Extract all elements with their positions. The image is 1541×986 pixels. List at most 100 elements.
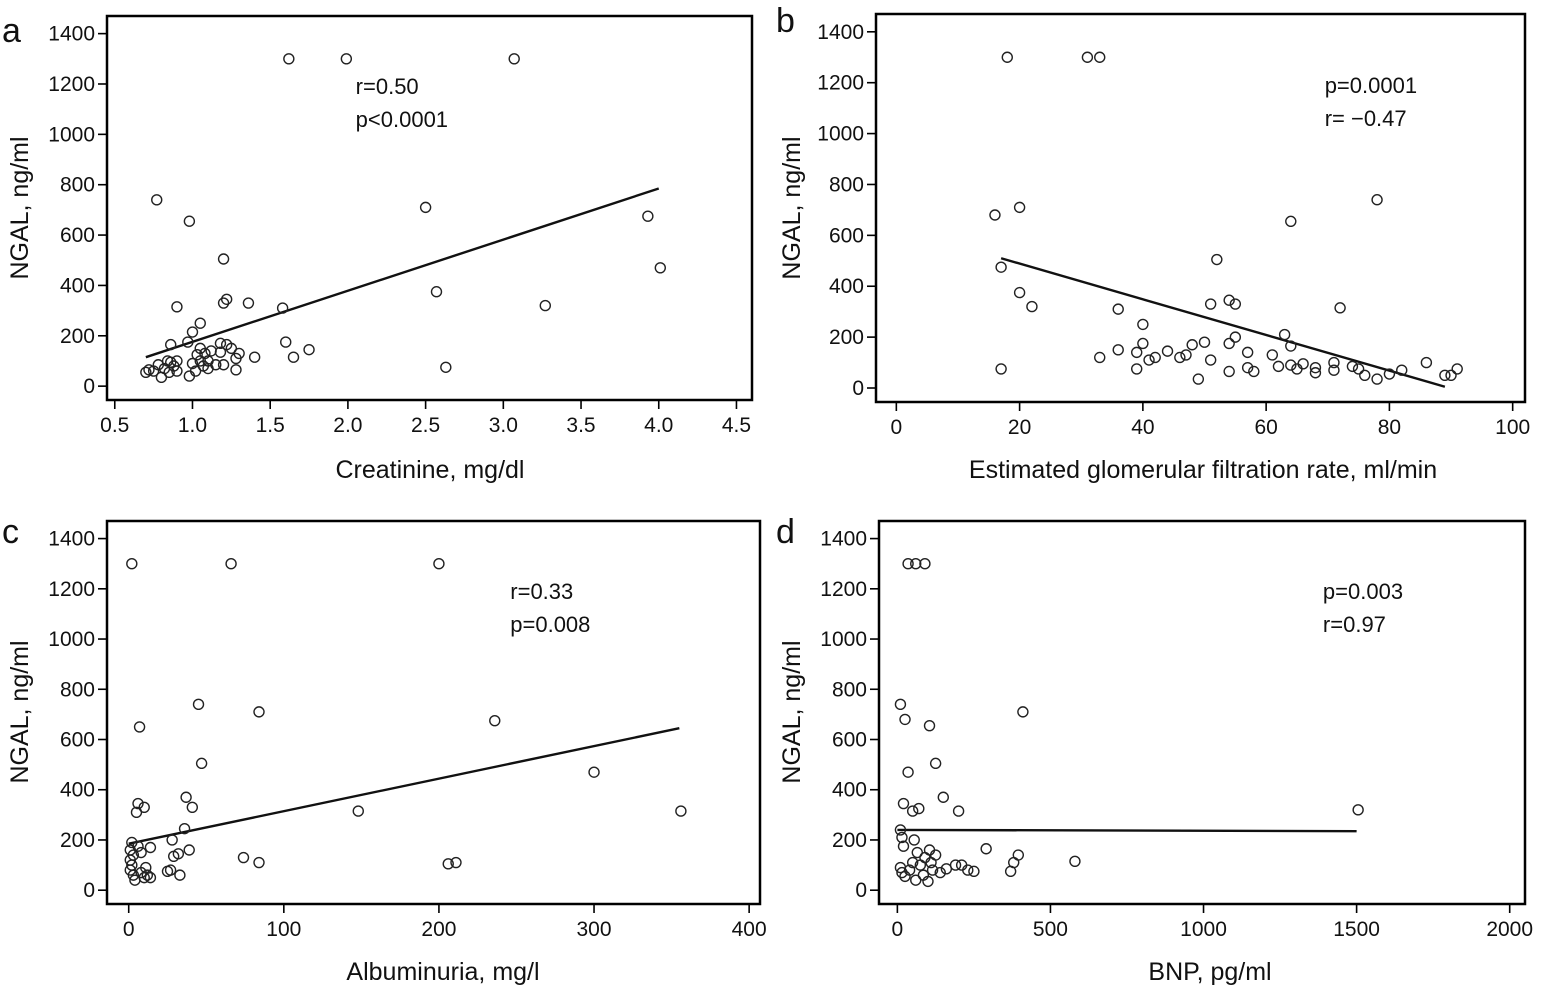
data-point	[165, 338, 177, 351]
x-tick-label: 3.0	[489, 414, 518, 437]
data-point	[899, 713, 911, 726]
data-point	[896, 866, 908, 879]
data-point	[140, 366, 152, 379]
data-point	[242, 297, 255, 309]
data-point	[1241, 361, 1254, 374]
data-point	[1186, 339, 1198, 351]
data-point	[419, 201, 432, 214]
data-point	[230, 364, 242, 376]
data-point	[1026, 300, 1038, 313]
data-point	[192, 698, 205, 711]
y-tick-label: 600	[829, 224, 864, 247]
x-tick-label: 40	[1131, 416, 1154, 439]
data-point	[894, 698, 907, 711]
data-point	[508, 53, 520, 65]
data-point	[214, 337, 227, 350]
data-point	[280, 336, 292, 348]
data-point	[430, 286, 443, 298]
data-point	[1248, 365, 1260, 378]
x-tick-label: 400	[732, 918, 767, 941]
data-point	[1352, 804, 1364, 816]
data-point	[165, 356, 177, 368]
data-point	[1371, 373, 1383, 385]
data-point	[276, 302, 289, 314]
x-tick-label: 500	[1033, 918, 1068, 941]
y-tick-label: 200	[832, 829, 867, 852]
data-point	[1309, 367, 1322, 379]
data-point	[1229, 298, 1242, 310]
data-point	[253, 856, 265, 869]
data-point	[923, 719, 936, 732]
data-point	[1439, 369, 1451, 381]
data-point	[1013, 286, 1026, 299]
data-point	[1223, 337, 1235, 350]
y-tick-label: 1400	[48, 23, 95, 46]
data-point	[902, 557, 914, 570]
data-point	[183, 370, 196, 382]
data-point	[225, 557, 237, 570]
data-point	[1137, 318, 1149, 331]
y-tick-label: 400	[829, 275, 864, 298]
y-tick-label: 800	[829, 173, 864, 196]
data-point	[1285, 359, 1297, 371]
stat-annotation: r=0.50	[356, 74, 419, 99]
data-point	[166, 834, 178, 846]
panel-letter: d	[776, 513, 795, 551]
y-tick-label: 400	[60, 779, 95, 802]
x-tick-label: 4.0	[644, 414, 673, 437]
data-point	[1383, 368, 1396, 380]
data-point	[1278, 328, 1291, 341]
x-axis-label: Estimated glomerular filtration rate, ml…	[969, 456, 1437, 484]
data-point	[1161, 345, 1174, 357]
data-point	[1174, 351, 1186, 364]
y-tick-label: 1200	[48, 73, 95, 96]
data-point	[180, 791, 192, 803]
data-point	[1396, 364, 1408, 376]
data-point	[1297, 358, 1309, 370]
y-tick-label: 0	[855, 879, 867, 902]
data-point	[896, 831, 908, 844]
regression-line	[128, 727, 680, 845]
regression-line	[897, 828, 1357, 833]
panel-letter: c	[2, 513, 19, 551]
data-point	[913, 802, 925, 815]
plot-frame	[105, 14, 754, 402]
data-point	[199, 347, 211, 360]
panel-letter: a	[2, 12, 21, 50]
data-point	[1334, 302, 1346, 314]
data-point	[1094, 51, 1106, 63]
data-point	[989, 209, 1001, 221]
data-point	[183, 844, 195, 856]
data-point	[237, 851, 250, 864]
y-tick-label: 1200	[820, 578, 867, 601]
data-point	[1112, 344, 1124, 356]
data-point	[1272, 360, 1285, 373]
data-point	[922, 875, 934, 888]
y-tick-label: 200	[60, 829, 95, 852]
data-point	[1069, 855, 1081, 868]
data-point	[186, 326, 199, 338]
data-point	[433, 557, 445, 570]
data-point	[588, 766, 600, 778]
stat-annotation: r=0.97	[1323, 612, 1386, 637]
data-point	[1137, 337, 1149, 350]
data-point	[126, 557, 138, 570]
data-point	[1192, 373, 1205, 385]
x-tick-label: 0.5	[100, 414, 129, 437]
data-point	[903, 864, 916, 876]
data-point	[642, 210, 654, 222]
x-tick-label: 1.5	[256, 414, 285, 437]
data-point	[1328, 356, 1340, 369]
y-tick-label: 1000	[48, 123, 95, 146]
y-tick-label: 600	[60, 728, 95, 751]
data-point	[937, 791, 949, 803]
data-point	[253, 706, 265, 718]
data-point	[1359, 369, 1371, 381]
data-point	[138, 801, 150, 814]
data-point	[675, 805, 687, 817]
y-tick-label: 0	[83, 879, 95, 902]
data-point	[225, 342, 238, 355]
data-point	[186, 357, 199, 370]
data-point	[183, 215, 196, 227]
